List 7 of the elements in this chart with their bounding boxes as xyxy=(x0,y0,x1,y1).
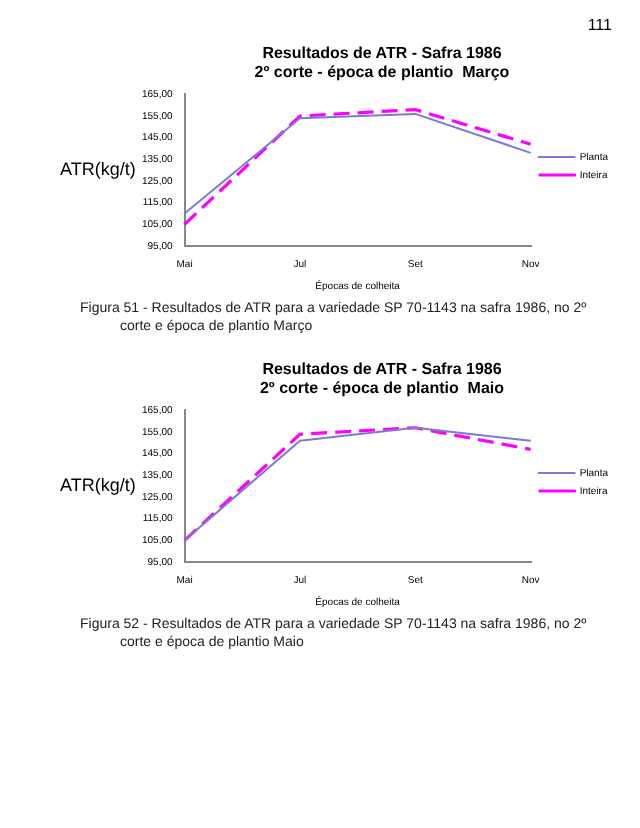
y-axis-title: ATR(kg/t) xyxy=(60,159,136,180)
text: Resultados de ATR - Safra 1986 xyxy=(262,44,502,63)
text: 2º corte - época de plantio Março xyxy=(254,63,510,82)
text: 111 xyxy=(585,14,614,36)
text: 2º corte - época de plantio Maio xyxy=(259,379,505,398)
text: Resultados de ATR - Safra 1986 xyxy=(262,360,502,379)
y-axis-title: ATR(kg/t) xyxy=(60,475,136,496)
